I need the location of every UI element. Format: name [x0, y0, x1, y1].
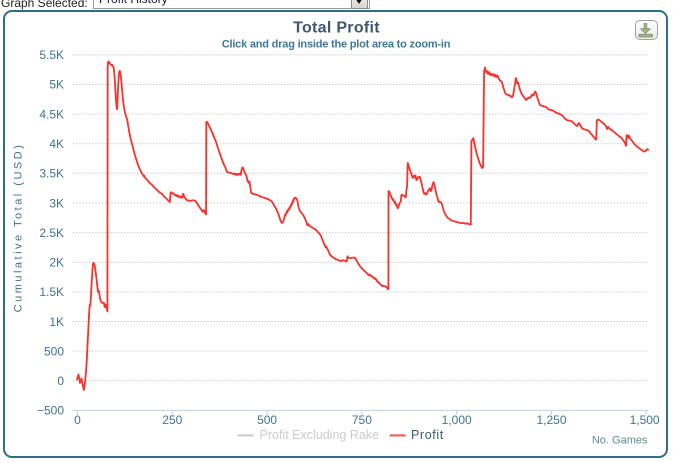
- svg-text:0: 0: [74, 413, 81, 427]
- svg-text:1.5K: 1.5K: [39, 285, 64, 299]
- svg-text:1,500: 1,500: [630, 413, 660, 427]
- svg-text:500: 500: [44, 344, 64, 358]
- svg-text:1,250: 1,250: [536, 413, 566, 427]
- svg-text:0: 0: [57, 374, 64, 388]
- svg-text:2.5K: 2.5K: [39, 226, 64, 240]
- svg-text:No. Games: No. Games: [592, 435, 648, 447]
- svg-text:750: 750: [352, 413, 372, 427]
- svg-text:5.5K: 5.5K: [39, 48, 64, 62]
- svg-text:Cumulative Total (USD): Cumulative Total (USD): [13, 143, 25, 313]
- svg-text:1K: 1K: [49, 315, 64, 329]
- svg-text:−500: −500: [37, 404, 64, 418]
- svg-text:4.5K: 4.5K: [39, 107, 64, 121]
- svg-text:2K: 2K: [49, 256, 64, 270]
- svg-text:3.5K: 3.5K: [39, 167, 64, 181]
- svg-text:5K: 5K: [49, 78, 64, 92]
- svg-text:Profit Excluding Rake: Profit Excluding Rake: [260, 428, 380, 442]
- svg-text:Profit: Profit: [411, 428, 444, 442]
- svg-text:1,000: 1,000: [442, 413, 472, 427]
- svg-text:4K: 4K: [49, 137, 64, 151]
- svg-text:3K: 3K: [49, 196, 64, 210]
- svg-text:250: 250: [162, 413, 182, 427]
- svg-text:Total Profit: Total Profit: [293, 20, 380, 37]
- svg-text:Click and drag inside the plot: Click and drag inside the plot area to z…: [222, 39, 451, 51]
- svg-text:500: 500: [257, 413, 277, 427]
